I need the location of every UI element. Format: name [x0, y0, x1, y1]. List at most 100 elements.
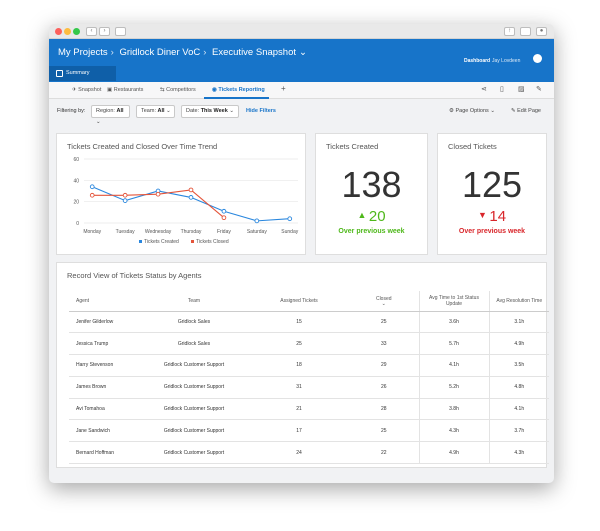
table-header-2[interactable]: Assigned Tickets — [249, 291, 349, 312]
date-label: Date: — [186, 108, 200, 114]
agent-table: Agent Team Assigned Tickets Closed ⌄ Avg Time… — [69, 291, 549, 465]
forward-icon[interactable]: › — [99, 27, 110, 36]
image-icon[interactable]: ▨ — [518, 86, 525, 93]
x-tick-label: Tuesday — [116, 229, 135, 235]
table-cell: 4.3h — [418, 419, 489, 443]
table-row[interactable]: Harry Stevenson Gridlock Customer Support… — [69, 354, 549, 377]
table-cell: 3.5h — [488, 354, 549, 377]
closed-header-label: Closed — [375, 295, 392, 302]
breadcrumb-projects[interactable]: My Projects — [58, 47, 108, 58]
page-options-button[interactable]: ⚙ Page Options ⌄ — [449, 108, 495, 114]
user-name[interactable]: Jay Lovdeen — [492, 58, 521, 64]
table-cell: Jane Sandwich — [69, 419, 139, 443]
back-icon[interactable]: ‹ — [86, 27, 97, 36]
sidebar-icon[interactable] — [115, 27, 126, 36]
table-cell: Gridlock Customer Support — [139, 419, 249, 443]
closed-tickets-delta-label: Over previous week — [458, 228, 526, 235]
y-tick-label: 20 — [73, 200, 79, 206]
closed-tickets-card: Closed Tickets 125 ▼ 14 Over previous we… — [437, 133, 547, 255]
table-header-5[interactable]: Avg Resolution Time — [488, 291, 549, 312]
avatar-icon[interactable] — [533, 54, 542, 63]
table-cell: 5.7h — [418, 332, 489, 356]
document-icon[interactable]: ▯ — [500, 86, 504, 93]
table-cell: Harry Stevenson — [69, 354, 139, 377]
date-value: This Week — [200, 108, 228, 114]
region-value: All — [116, 108, 124, 114]
table-row[interactable]: James Brown Gridlock Customer Support 31 26… — [69, 376, 549, 399]
trend-chart-title: Tickets Created and Closed Over Time Tre… — [67, 142, 218, 151]
breadcrumb-page[interactable]: Executive Snapshot — [212, 47, 297, 58]
close-dot-icon[interactable] — [55, 28, 62, 35]
pin-icon[interactable]: ✎ — [536, 86, 542, 93]
y-tick-label: 0 — [76, 221, 79, 227]
table-header-4[interactable]: Avg Time to 1st Status Update — [418, 291, 489, 312]
region-label: Region: — [96, 108, 115, 114]
share-icon[interactable]: ↑ — [504, 27, 515, 36]
sort-down-icon[interactable]: ⌄ — [381, 300, 386, 307]
closed-tickets-delta: ▼ 14 — [438, 208, 546, 225]
edit-page-button[interactable]: ✎ Edit Page — [511, 108, 541, 114]
data-point — [122, 198, 128, 203]
table-cell: Gridlock Customer Support — [139, 441, 249, 465]
table-row[interactable]: Jane Sandwich Gridlock Customer Support 17… — [69, 419, 549, 443]
tab-competitors[interactable]: ⇆ Competitors — [160, 87, 196, 93]
tab-restaurants[interactable]: ▣ Restaurants — [107, 87, 143, 93]
table-row[interactable]: Bernard Hoffman Gridlock Customer Support… — [69, 441, 549, 465]
region-select[interactable]: Region: All ⌄ — [91, 105, 130, 125]
tickets-created-card: Tickets Created 138 ▲ 20 Over previous w… — [315, 133, 428, 255]
table-cell: 4.9h — [488, 332, 549, 356]
date-select[interactable]: Date: This Week ⌄ — [181, 105, 239, 118]
table-row[interactable]: Avi Tomahoa Gridlock Customer Support 21 28… — [69, 398, 549, 421]
table-cell: 31 — [249, 376, 349, 399]
table-cell: Avi Tomahoa — [69, 398, 139, 421]
table-row[interactable]: Jenifer Gilderlow Gridlock Sales 15 25 3.6h 3… — [69, 311, 549, 334]
share-nodes-icon[interactable]: ⋖ — [481, 86, 487, 93]
data-point — [287, 216, 293, 222]
tab-competitors-icon: ⇆ — [160, 87, 167, 93]
tab-snapshot[interactable]: ✈ Snapshot — [72, 87, 101, 93]
table-header-0[interactable]: Agent — [69, 291, 139, 312]
maximize-dot-icon[interactable] — [73, 28, 80, 35]
table-cell: Jessica Trump — [69, 332, 139, 356]
trend-chart: 0 20 40 60 Monday Tuesday Wednesday Thursday Fri… — [73, 157, 298, 245]
table-cell: 4.8h — [488, 376, 549, 399]
minimize-dot-icon[interactable] — [64, 28, 71, 35]
tab-label: Restaurants — [113, 87, 144, 93]
tabs-icon[interactable] — [520, 27, 531, 36]
legend-swatch — [139, 240, 142, 243]
browser-chrome: ‹ › ↑ ● — [49, 24, 554, 39]
hide-filters-link[interactable]: Hide Filters — [246, 108, 276, 114]
table-cell: 28 — [349, 398, 419, 421]
chevron-down-icon[interactable]: ⌄ — [299, 47, 307, 58]
table-cell: Gridlock Customer Support — [139, 398, 249, 421]
table-cell: 4.1h — [488, 398, 549, 421]
breadcrumb-project[interactable]: Gridlock Diner VoC — [119, 47, 201, 58]
summary-icon — [56, 70, 63, 77]
table-cell: Gridlock Sales — [139, 332, 249, 356]
filter-label: Filtering by: — [57, 108, 86, 114]
x-tick-label: Monday — [83, 229, 101, 235]
dashboard-link[interactable]: Dashboard — [464, 58, 491, 64]
add-tab-icon[interactable]: + — [281, 84, 286, 93]
table-cell: 25 — [349, 419, 419, 443]
team-value: All — [157, 108, 165, 114]
table-header-3[interactable]: Closed ⌄ — [349, 291, 419, 312]
data-point — [188, 187, 194, 193]
tab-label: Snapshot — [78, 87, 102, 93]
team-select[interactable]: Team: All ⌄ — [136, 105, 175, 118]
tab-strip: ✈ Snapshot ▣ Restaurants ⇆ Competitors ◉… — [49, 82, 554, 99]
data-point — [221, 215, 227, 221]
summary-tab[interactable]: Summary — [49, 66, 116, 81]
chevron-right-icon: › — [203, 47, 207, 58]
table-cell: 24 — [249, 441, 349, 465]
x-tick-label: Saturday — [247, 229, 268, 235]
table-cell: 15 — [249, 311, 349, 334]
data-point — [188, 195, 194, 200]
tab-tickets-reporting[interactable]: ◉ Tickets Reporting — [204, 87, 269, 99]
tickets-created-delta: ▲ 20 — [316, 208, 427, 225]
table-cell: 4.3h — [488, 441, 549, 465]
extension-icon[interactable]: ● — [536, 27, 547, 36]
table-header-1[interactable]: Team — [139, 291, 249, 312]
table-row[interactable]: Jessica Trump Gridlock Sales 25 33 5.7h 4.9h — [69, 332, 549, 356]
table-cell: 26 — [349, 376, 419, 399]
